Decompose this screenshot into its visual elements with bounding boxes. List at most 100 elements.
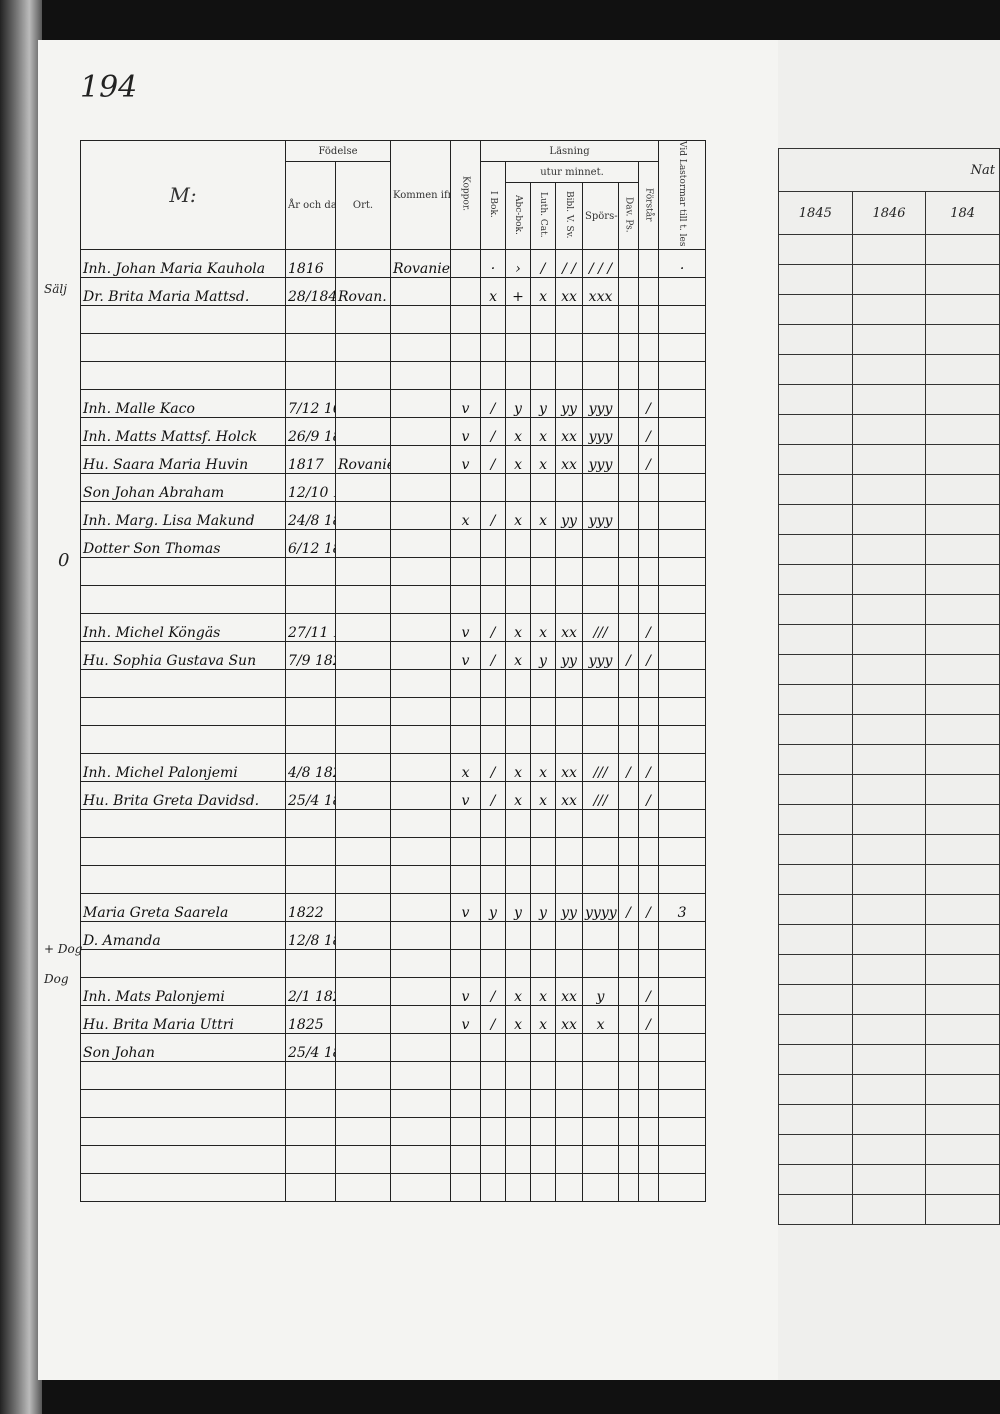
exam-mark — [618, 725, 640, 755]
exam-mark — [480, 1173, 507, 1203]
year-header: 1846 — [851, 191, 927, 235]
exam-mark — [638, 837, 660, 867]
right-cell — [851, 294, 927, 325]
exam-mark — [582, 837, 620, 867]
right-cell — [778, 324, 853, 355]
exam-mark — [638, 473, 660, 503]
exam-mark — [658, 333, 707, 363]
exam-mark — [658, 837, 707, 867]
exam-mark — [638, 669, 660, 699]
right-cell — [925, 984, 1000, 1015]
exam-mark — [582, 725, 620, 755]
bible-header: Bibl. V. Sv. — [555, 182, 584, 251]
exam-mark — [638, 921, 660, 951]
exam-mark: v — [450, 417, 482, 447]
exam-mark: xx — [555, 1005, 584, 1035]
right-row — [778, 264, 1000, 295]
right-cell — [925, 954, 1000, 985]
right-cell — [778, 504, 853, 535]
exam-mark — [638, 1145, 660, 1175]
exam-mark: x — [530, 613, 557, 643]
table-row — [80, 585, 707, 615]
exam-mark — [505, 809, 532, 839]
right-cell — [778, 1194, 853, 1225]
right-cell — [778, 1074, 853, 1105]
birth-date — [285, 837, 336, 867]
person-name: Inh. Matts Mattsf. Holck — [80, 417, 286, 447]
exam-mark: · — [480, 249, 507, 279]
exam-mark: v — [450, 1005, 482, 1035]
book-reading-header: I Bok. — [480, 160, 507, 251]
right-cell — [925, 684, 1000, 715]
right-cell — [925, 264, 1000, 295]
exam-mark — [658, 529, 707, 559]
right-row — [778, 414, 1000, 445]
person-name: Inh. Marg. Lisa Makund — [80, 501, 286, 531]
birth-place — [334, 725, 392, 755]
exam-mark: / — [480, 417, 507, 447]
exam-mark — [582, 473, 620, 503]
right-cell — [778, 1044, 853, 1075]
right-cell — [851, 474, 927, 505]
exam-mark — [618, 501, 640, 531]
exam-mark — [530, 949, 557, 979]
right-cell — [778, 744, 853, 775]
table-row — [80, 361, 707, 391]
exam-mark: y — [530, 389, 557, 419]
right-row — [778, 624, 1000, 655]
birth-place — [334, 1033, 392, 1063]
right-cell — [778, 984, 853, 1015]
right-cell — [778, 414, 853, 445]
table-row — [80, 725, 707, 755]
right-row — [778, 504, 1000, 535]
exam-mark — [450, 837, 482, 867]
exam-mark — [555, 333, 584, 363]
exam-mark — [638, 585, 660, 615]
person-name — [80, 809, 286, 839]
right-cell — [925, 924, 1000, 955]
birth-date: 27/11 1815 — [285, 613, 336, 643]
exam-mark: yyy — [582, 389, 620, 419]
exam-mark — [450, 361, 482, 391]
birth-place — [334, 529, 392, 559]
exam-mark — [658, 557, 707, 587]
right-cell — [851, 1044, 927, 1075]
exam-mark — [582, 1117, 620, 1147]
birth-place — [334, 893, 392, 923]
exam-mark: xx — [555, 781, 584, 811]
exam-mark: / — [638, 781, 660, 811]
exam-mark: /// — [582, 613, 620, 643]
exam-mark — [658, 585, 707, 615]
exam-mark — [505, 837, 532, 867]
right-cell — [778, 894, 853, 925]
right-row — [778, 354, 1000, 385]
table-row — [80, 1117, 707, 1147]
birth-date — [285, 1173, 336, 1203]
right-cell — [778, 294, 853, 325]
exam-mark — [658, 361, 707, 391]
reading-header: Läsning — [480, 140, 660, 162]
right-cell — [851, 654, 927, 685]
right-cell — [778, 444, 853, 475]
exam-mark — [480, 473, 507, 503]
exam-mark: yy — [555, 641, 584, 671]
birth-date — [285, 361, 336, 391]
exam-mark — [555, 1173, 584, 1203]
birth-place — [334, 557, 392, 587]
right-cell — [778, 1104, 853, 1135]
exam-mark — [530, 333, 557, 363]
came-from — [390, 333, 452, 363]
exam-mark — [618, 697, 640, 727]
came-from — [390, 305, 452, 335]
table-row: Inh. Johan Maria Kauhola1816Rovaniemi·›/… — [80, 249, 707, 279]
exam-mark — [450, 529, 482, 559]
exam-mark — [530, 725, 557, 755]
exam-mark: xx — [555, 277, 584, 307]
right-row — [778, 1074, 1000, 1105]
table-row — [80, 865, 707, 895]
exam-mark — [530, 697, 557, 727]
